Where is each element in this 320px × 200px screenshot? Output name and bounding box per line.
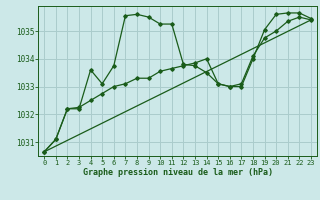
X-axis label: Graphe pression niveau de la mer (hPa): Graphe pression niveau de la mer (hPa) [83,168,273,177]
